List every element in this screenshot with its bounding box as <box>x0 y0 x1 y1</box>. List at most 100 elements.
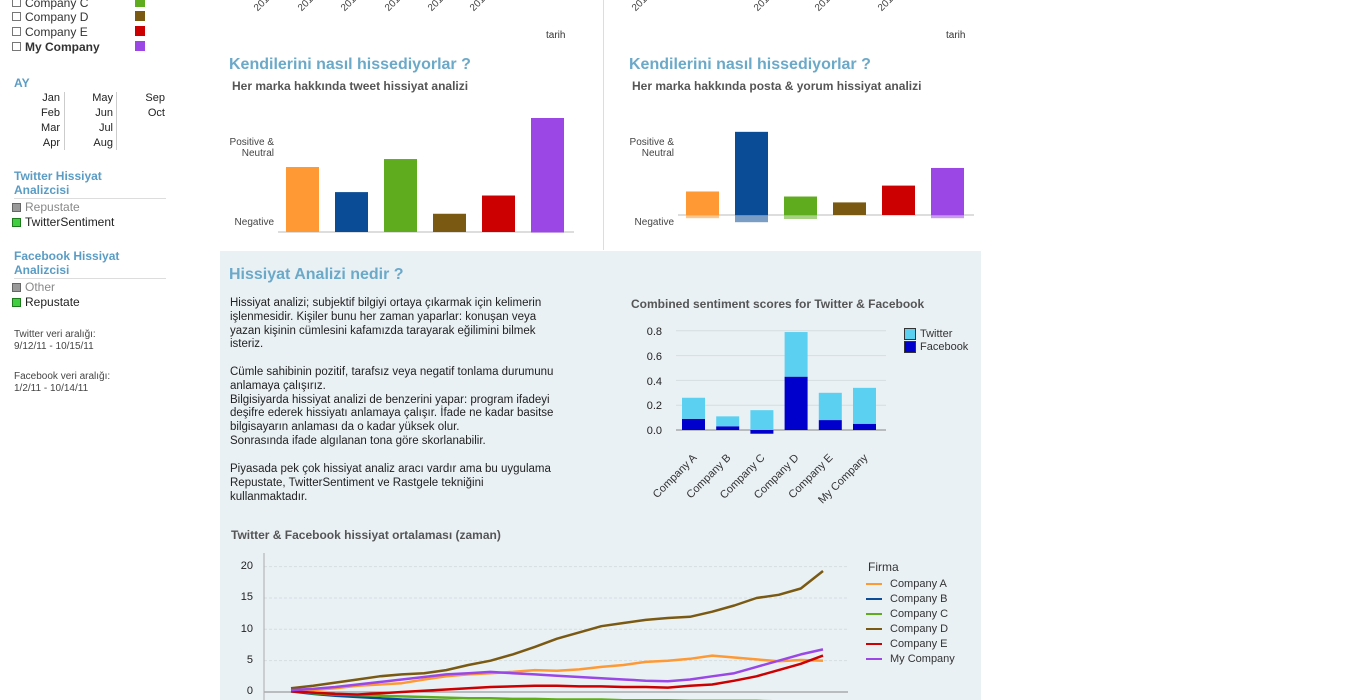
y-tick: 0.2 <box>646 400 662 412</box>
checkbox-icon[interactable] <box>12 12 21 21</box>
month-jun[interactable]: Jun <box>95 107 113 119</box>
month-aug[interactable]: Aug <box>93 137 113 149</box>
month-jan[interactable]: Jan <box>42 92 60 104</box>
month-jul[interactable]: Jul <box>98 122 113 134</box>
facebook-opt-repustate[interactable]: Repustate <box>12 295 80 309</box>
legend-swatch <box>904 341 916 353</box>
legend-company-e: Company E <box>866 638 947 650</box>
bar-facebook <box>784 376 808 430</box>
bar-facebook <box>818 420 842 430</box>
bar-company-e <box>482 195 515 232</box>
legend-line <box>866 613 882 615</box>
bar-twitter <box>818 392 842 421</box>
date-tick: 2011- <box>296 0 322 14</box>
month-mar[interactable]: Mar <box>41 122 60 134</box>
month-divider <box>64 92 65 150</box>
line-company-d <box>290 570 824 690</box>
radio-icon[interactable] <box>12 282 21 292</box>
facebook-opt-other[interactable]: Other <box>12 280 55 294</box>
line-company-a <box>290 654 824 692</box>
info-title: Hissiyat Analizi nedir ? <box>229 266 404 283</box>
bar-company-b <box>335 192 368 232</box>
legend-my-company: My Company <box>866 653 955 665</box>
legend-company-a: Company A <box>866 578 947 590</box>
company-filter-my[interactable]: My Company <box>12 39 100 54</box>
y-tick: 0 <box>246 685 253 697</box>
combined-bar-plot <box>676 330 886 434</box>
month-divider <box>116 92 117 150</box>
line-company-e <box>290 654 824 696</box>
bar-company-a <box>286 167 319 232</box>
axis-label-tarih: tarih <box>546 30 566 41</box>
bar-company-d <box>433 213 466 232</box>
bar-company-d <box>833 202 866 215</box>
bar-facebook <box>750 430 774 434</box>
radio-icon[interactable] <box>12 202 21 212</box>
y-tick: 10 <box>240 623 253 635</box>
bar-negative <box>735 215 768 223</box>
axis-label-tarih: tarih <box>946 30 966 41</box>
date-tick: 2011- <box>630 0 656 14</box>
month-filter: Jan Feb Mar Apr May Jun Jul Aug Sep Oct <box>18 92 168 152</box>
bar-negative <box>931 215 964 219</box>
bar-my-company <box>931 167 964 215</box>
checkbox-icon[interactable] <box>12 27 21 36</box>
month-feb[interactable]: Feb <box>41 107 60 119</box>
month-may[interactable]: May <box>92 92 113 104</box>
info-paragraph-2: Cümle sahibinin pozitif, tarafsız veya n… <box>230 366 554 447</box>
checkbox-icon[interactable] <box>12 0 21 7</box>
date-tick: 2011- <box>813 0 839 14</box>
bar-my-company <box>531 118 564 232</box>
bar-facebook <box>716 426 740 430</box>
date-tick: 2011- <box>383 0 409 14</box>
twitter-range-label: Twitter veri aralığı: <box>14 329 96 340</box>
panel-title: Kendilerini nasıl hissediyorlar ? <box>229 56 471 73</box>
month-oct[interactable]: Oct <box>147 107 165 119</box>
company-filter-e[interactable]: Company E <box>12 24 88 39</box>
legend-facebook: Facebook <box>904 341 968 353</box>
legend-title: Firma <box>868 560 899 574</box>
date-tick: 2011- <box>468 0 494 14</box>
chart-title: Twitter & Facebook hissiyat ortalaması (… <box>231 528 501 542</box>
month-sep[interactable]: Sep <box>145 92 165 104</box>
legend-line <box>866 658 882 660</box>
legend-company-b: Company B <box>866 593 947 605</box>
panel-title: Kendilerini nasıl hissediyorlar ? <box>629 56 871 73</box>
bar-facebook <box>682 418 705 430</box>
radio-icon[interactable] <box>12 297 21 307</box>
bar-twitter <box>682 397 705 419</box>
checkbox-icon[interactable] <box>12 42 21 51</box>
legend-line <box>866 643 882 645</box>
y-label-negative: Negative <box>634 217 674 228</box>
twitter-analyzer-title: Twitter Hissiyat Analizcisi <box>14 169 102 197</box>
bar-company-c <box>784 196 817 215</box>
bar-company-e <box>882 185 915 215</box>
y-tick: 20 <box>240 560 253 572</box>
radio-icon[interactable] <box>12 217 21 227</box>
twitter-opt-twittersentiment[interactable]: TwitterSentiment <box>12 215 114 229</box>
swatch-company-c <box>135 0 145 7</box>
facebook-range-label: Facebook veri aralığı: <box>14 371 111 382</box>
legend-company-c: Company C <box>866 608 948 620</box>
bar-facebook <box>853 423 876 430</box>
y-tick: 15 <box>240 591 253 603</box>
date-tick: 2011- <box>339 0 365 14</box>
y-label-positive: Positive & Neutral <box>229 137 274 159</box>
y-label-negative: Negative <box>234 217 274 228</box>
month-apr[interactable]: Apr <box>42 137 60 149</box>
info-paragraph-3: Piyasada pek çok hissiyat analiz aracı v… <box>230 463 551 503</box>
legend-swatch <box>904 328 916 340</box>
y-label-positive: Positive & Neutral <box>629 137 674 159</box>
legend-twitter: Twitter <box>904 328 952 340</box>
company-filter-c[interactable]: Company C <box>12 0 88 10</box>
twitter-opt-repustate[interactable]: Repustate <box>12 200 80 214</box>
bar-negative <box>531 232 564 233</box>
twitter-bar-chart <box>278 118 574 233</box>
facebook-analyzer-title: Facebook Hissiyat Analizcisi <box>14 249 120 277</box>
facebook-bar-chart <box>678 131 974 223</box>
line-my-company <box>290 648 824 692</box>
bar-company-a <box>686 191 719 215</box>
date-tick: 2011- <box>426 0 452 14</box>
date-tick: 2011- <box>752 0 778 14</box>
company-filter-d[interactable]: Company D <box>12 9 88 24</box>
